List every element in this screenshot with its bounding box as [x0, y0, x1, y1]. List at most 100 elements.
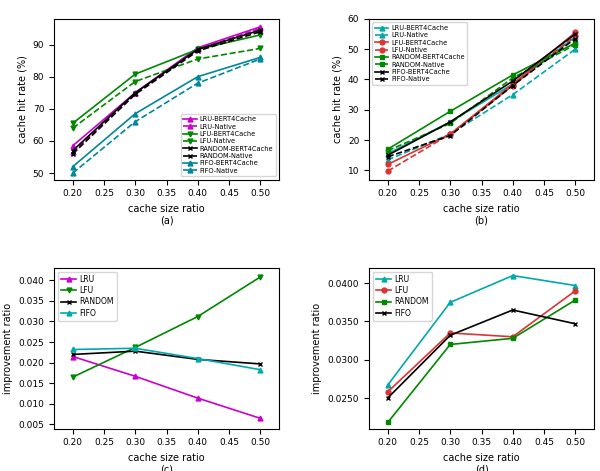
LFU-BERT4Cache: [384, 162, 391, 167]
FIFO-Native: [131, 119, 139, 124]
FIFO: [384, 395, 391, 401]
Line: FIFO-BERT4Cache: FIFO-BERT4Cache: [70, 55, 263, 169]
LRU: [509, 273, 517, 278]
LFU: [69, 374, 76, 380]
LFU-Native: [69, 125, 76, 131]
LRU-Native: [257, 25, 264, 31]
FIFO-BERT4Cache: [257, 55, 264, 60]
LRU: [384, 382, 391, 388]
FIFO: [194, 356, 202, 361]
RANDOM-BERT4Cache: [446, 108, 454, 114]
X-axis label: cache size ratio
(a): cache size ratio (a): [128, 204, 205, 226]
Line: FIFO: FIFO: [385, 308, 578, 400]
Line: RANDOM-BERT4Cache: RANDOM-BERT4Cache: [385, 41, 578, 152]
LFU-Native: [572, 32, 579, 38]
Line: FIFO: FIFO: [70, 346, 263, 372]
LFU-BERT4Cache: [257, 32, 264, 38]
Line: RANDOM: RANDOM: [385, 298, 578, 425]
Y-axis label: cache hit rate (%): cache hit rate (%): [17, 55, 27, 143]
RANDOM: [572, 297, 579, 303]
Line: LFU-Native: LFU-Native: [385, 33, 578, 173]
RANDOM: [509, 335, 517, 341]
FIFO-BERT4Cache: [131, 111, 139, 116]
FIFO-Native: [194, 80, 202, 86]
FIFO-BERT4Cache: [509, 78, 517, 84]
LRU: [446, 300, 454, 305]
LRU-BERT4Cache: [194, 45, 202, 50]
FIFO-Native: [509, 83, 517, 89]
LRU-BERT4Cache: [131, 90, 139, 96]
LRU-Native: [131, 90, 139, 96]
RANDOM-BERT4Cache: [572, 40, 579, 46]
RANDOM-BERT4Cache: [509, 72, 517, 78]
Y-axis label: cache hit rate (%): cache hit rate (%): [332, 55, 342, 143]
LRU-Native: [572, 46, 579, 52]
LFU: [509, 334, 517, 340]
LFU-Native: [131, 79, 139, 84]
RANDOM-BERT4Cache: [194, 47, 202, 52]
X-axis label: cache size ratio
(d): cache size ratio (d): [443, 453, 520, 471]
FIFO-Native: [446, 133, 454, 138]
Line: RANDOM: RANDOM: [70, 349, 263, 366]
Line: FIFO-Native: FIFO-Native: [70, 57, 263, 176]
RANDOM: [446, 341, 454, 347]
Line: RANDOM-BERT4Cache: RANDOM-BERT4Cache: [70, 28, 263, 153]
LRU-BERT4Cache: [509, 81, 517, 87]
FIFO: [572, 321, 579, 326]
LRU: [257, 415, 264, 421]
RANDOM: [194, 357, 202, 362]
LRU-BERT4Cache: [446, 119, 454, 125]
LRU: [572, 283, 579, 288]
RANDOM-BERT4Cache: [257, 27, 264, 33]
X-axis label: cache size ratio
(b): cache size ratio (b): [443, 204, 520, 226]
Line: LFU-BERT4Cache: LFU-BERT4Cache: [70, 32, 263, 126]
LRU: [131, 374, 139, 379]
LFU: [572, 288, 579, 294]
LFU-BERT4Cache: [446, 131, 454, 137]
LFU: [384, 389, 391, 395]
Line: LFU: LFU: [385, 288, 578, 394]
Line: LRU-Native: LRU-Native: [70, 26, 263, 154]
RANDOM: [69, 352, 76, 357]
RANDOM-BERT4Cache: [69, 148, 76, 154]
RANDOM-Native: [69, 151, 76, 157]
Line: LRU: LRU: [385, 273, 578, 388]
FIFO: [257, 367, 264, 373]
RANDOM-Native: [572, 42, 579, 48]
Line: RANDOM-Native: RANDOM-Native: [70, 29, 263, 156]
LFU-BERT4Cache: [69, 121, 76, 126]
Y-axis label: improvement ratio: improvement ratio: [312, 303, 322, 394]
FIFO-BERT4Cache: [446, 119, 454, 125]
LFU-Native: [194, 56, 202, 62]
LFU-BERT4Cache: [194, 47, 202, 52]
RANDOM-Native: [446, 121, 454, 126]
LFU-Native: [384, 168, 391, 174]
LRU-Native: [446, 131, 454, 137]
FIFO: [131, 345, 139, 351]
FIFO-Native: [572, 36, 579, 41]
RANDOM: [131, 349, 139, 354]
Line: LRU: LRU: [70, 354, 263, 421]
LRU: [69, 354, 76, 359]
RANDOM-Native: [384, 148, 391, 154]
LRU-BERT4Cache: [572, 34, 579, 40]
FIFO: [509, 307, 517, 313]
Legend: LRU, LFU, RANDOM, FIFO: LRU, LFU, RANDOM, FIFO: [373, 272, 432, 321]
Legend: LRU-BERT4Cache, LRU-Native, LFU-BERT4Cache, LFU-Native, RANDOM-BERT4Cache, RANDO: LRU-BERT4Cache, LRU-Native, LFU-BERT4Cac…: [373, 22, 467, 85]
RANDOM-Native: [131, 91, 139, 97]
LRU-Native: [384, 157, 391, 162]
Y-axis label: improvement ratio: improvement ratio: [3, 303, 13, 394]
LFU-Native: [446, 131, 454, 137]
LFU: [194, 314, 202, 319]
RANDOM: [384, 420, 391, 425]
FIFO-Native: [257, 56, 264, 62]
RANDOM: [257, 361, 264, 367]
LRU-BERT4Cache: [257, 24, 264, 30]
LRU: [194, 395, 202, 401]
Line: FIFO-BERT4Cache: FIFO-BERT4Cache: [385, 32, 578, 158]
LFU-BERT4Cache: [509, 81, 517, 87]
Line: LFU: LFU: [70, 275, 263, 380]
FIFO-Native: [69, 171, 76, 176]
X-axis label: cache size ratio
(c): cache size ratio (c): [128, 453, 205, 471]
Line: LFU-BERT4Cache: LFU-BERT4Cache: [385, 30, 578, 167]
